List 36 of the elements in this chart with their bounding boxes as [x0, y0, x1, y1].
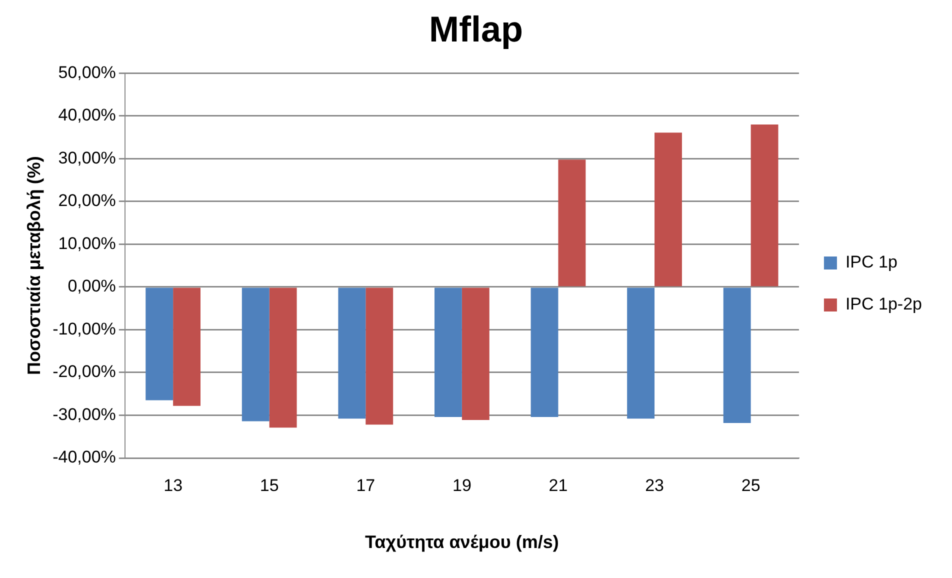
bar — [434, 288, 462, 417]
legend-label: IPC 1p-2p — [845, 294, 922, 314]
bar — [558, 160, 586, 286]
x-tick-label: 23 — [645, 476, 664, 495]
bar — [627, 288, 655, 419]
bar — [338, 288, 366, 419]
bar — [146, 288, 174, 400]
bar — [366, 288, 394, 425]
y-tick-label: 0,00% — [68, 276, 116, 296]
bar — [462, 288, 490, 420]
y-tick-label: 20,00% — [58, 191, 116, 210]
x-tick-label: 25 — [741, 476, 760, 495]
y-tick-label: -10,00% — [52, 319, 116, 338]
bar — [173, 288, 201, 406]
bar — [654, 132, 682, 286]
y-tick-label: -30,00% — [52, 404, 116, 424]
bar — [750, 124, 778, 286]
x-tick-label: 13 — [164, 476, 183, 495]
chart-title: Mflap — [429, 8, 523, 50]
x-tick-label: 21 — [548, 476, 568, 495]
x-tick-label: 15 — [260, 476, 279, 495]
x-tick-label: 19 — [452, 476, 472, 495]
bar — [269, 288, 297, 428]
y-tick-label: 50,00% — [58, 62, 116, 82]
y-tick-label: -40,00% — [52, 448, 116, 467]
bar — [530, 288, 558, 417]
x-axis-title: Ταχύτητα ανέμου (m/s) — [364, 532, 559, 552]
y-tick-label: 40,00% — [58, 106, 116, 125]
y-tick-label: 10,00% — [58, 234, 116, 253]
bar — [242, 288, 270, 422]
y-axis-title: Ποσοστιαία μεταβολή (%) — [24, 156, 44, 376]
y-tick-label: 30,00% — [58, 148, 116, 168]
x-tick-label: 17 — [356, 476, 376, 495]
bar — [723, 288, 751, 423]
legend-label: IPC 1p — [845, 252, 898, 272]
y-tick-label: -20,00% — [52, 362, 116, 382]
